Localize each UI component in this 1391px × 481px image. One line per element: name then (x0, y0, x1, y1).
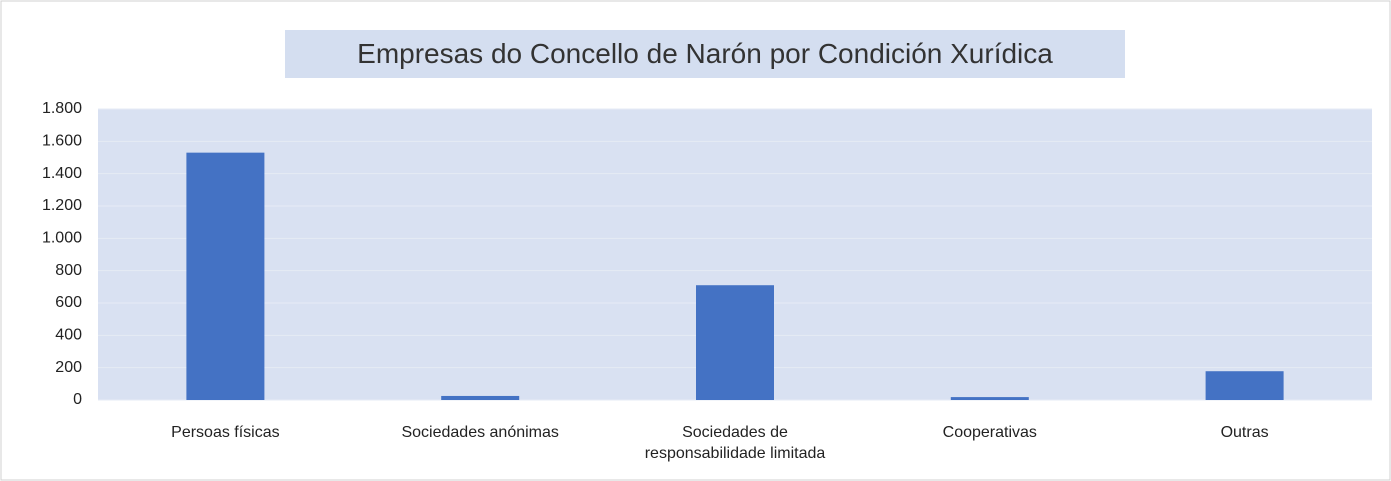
y-tick-label: 1.800 (42, 100, 82, 117)
x-tick-label: Sociedades de responsabilidade limitada (644, 424, 826, 462)
y-tick-label: 1.600 (42, 133, 82, 150)
bar (186, 152, 265, 400)
x-tick-label: Persoas físicas (171, 424, 280, 441)
y-tick-label: 400 (55, 327, 82, 344)
y-tick-label: 1.200 (42, 197, 82, 214)
bar (1205, 371, 1284, 400)
bar (441, 395, 520, 400)
y-tick-label: 1.400 (42, 165, 82, 182)
chart-title: Empresas do Concello de Narón por Condic… (285, 30, 1125, 78)
y-tick-label: 800 (55, 262, 82, 279)
x-tick-label: Sociedades anónimas (401, 424, 559, 441)
y-tick-label: 200 (55, 359, 82, 376)
y-tick-label: 0 (73, 391, 82, 408)
bar (950, 397, 1029, 400)
bar (696, 285, 774, 400)
x-tick-label: Outras (1220, 424, 1269, 441)
x-tick-label: Cooperativas (942, 424, 1037, 441)
y-tick-label: 1.000 (42, 230, 82, 247)
y-tick-label: 600 (55, 294, 82, 311)
